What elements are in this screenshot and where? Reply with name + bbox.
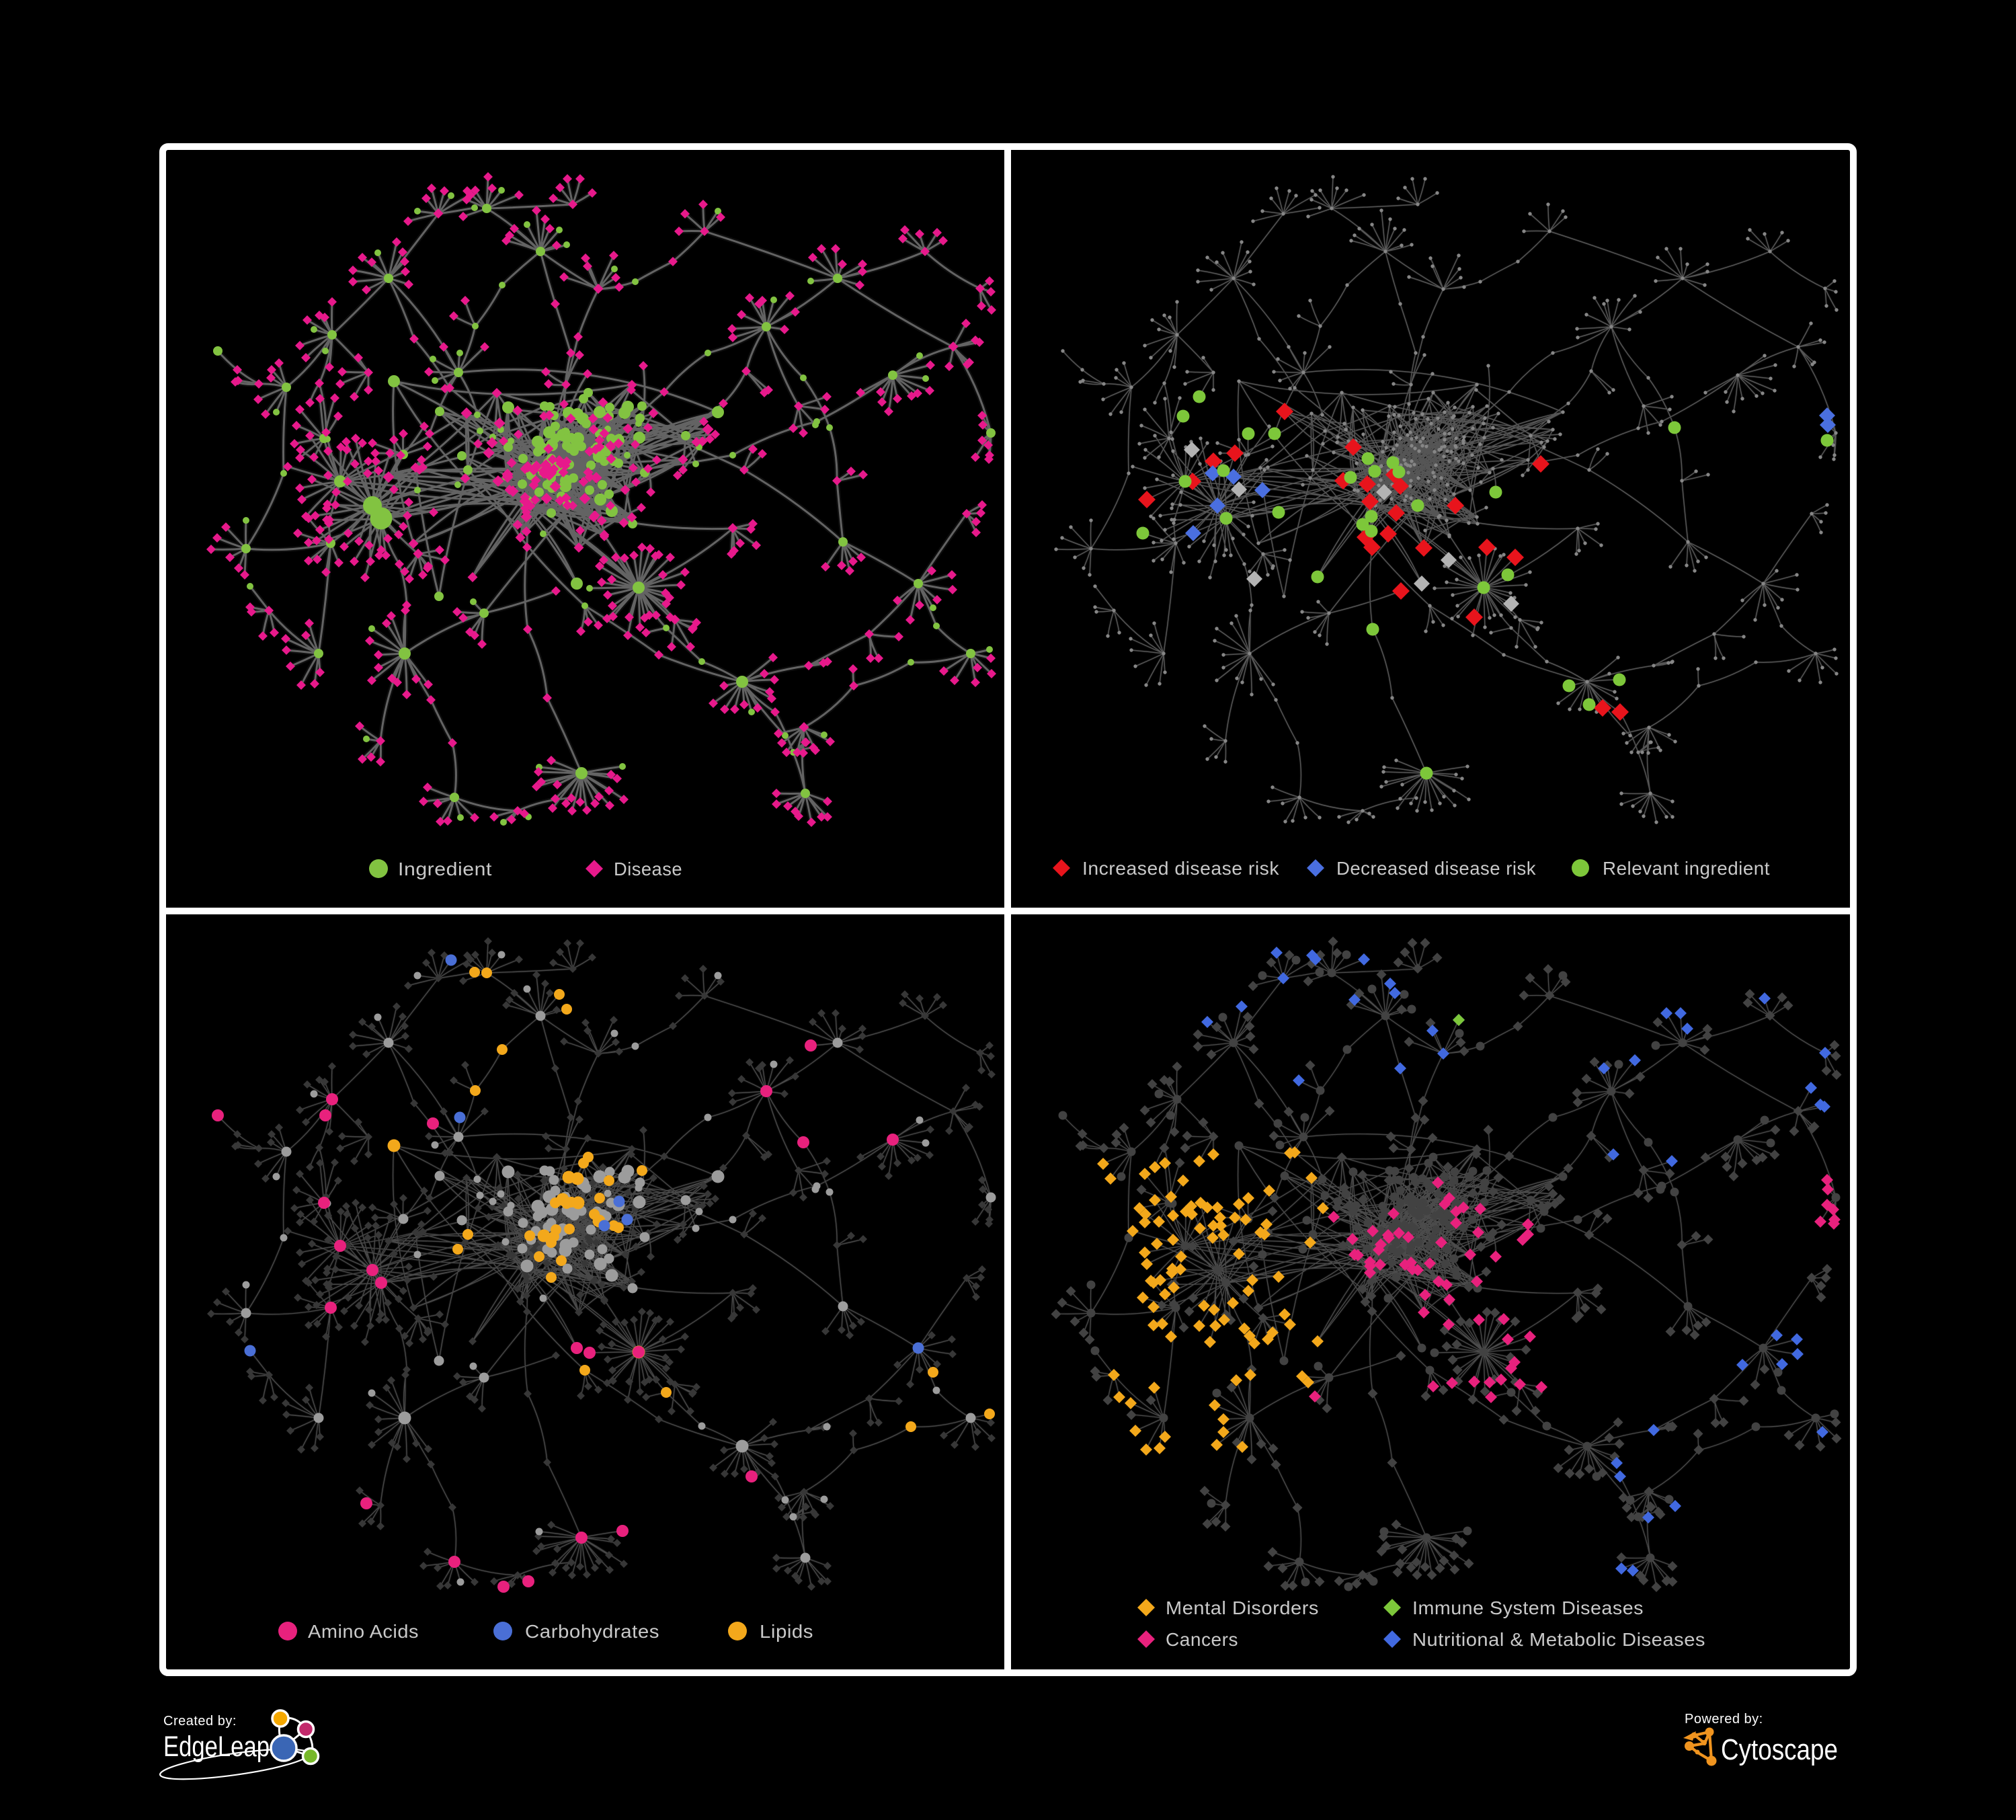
svg-text:EdgeLeap: EdgeLeap xyxy=(163,1731,270,1763)
svg-text:Lipids: Lipids xyxy=(760,1621,813,1642)
svg-text:Ingredient: Ingredient xyxy=(398,859,492,879)
svg-text:Cytoscape: Cytoscape xyxy=(1721,1733,1838,1766)
svg-text:Created by:: Created by: xyxy=(163,1714,237,1729)
svg-text:Relevant ingredient: Relevant ingredient xyxy=(1603,858,1770,879)
svg-text:Decreased disease risk: Decreased disease risk xyxy=(1336,858,1536,879)
svg-text:Nutritional & Metabolic Diseas: Nutritional & Metabolic Diseases xyxy=(1412,1629,1705,1650)
svg-text:Disease: Disease xyxy=(614,859,682,879)
svg-text:Increased disease risk: Increased disease risk xyxy=(1082,858,1280,879)
svg-text:Amino Acids: Amino Acids xyxy=(308,1621,419,1642)
svg-text:Carbohydrates: Carbohydrates xyxy=(525,1621,659,1642)
svg-text:Mental Disorders: Mental Disorders xyxy=(1166,1597,1319,1618)
svg-text:Powered by:: Powered by: xyxy=(1685,1712,1763,1727)
svg-text:Immune System Diseases: Immune System Diseases xyxy=(1412,1597,1644,1618)
svg-text:Cancers: Cancers xyxy=(1166,1629,1238,1650)
